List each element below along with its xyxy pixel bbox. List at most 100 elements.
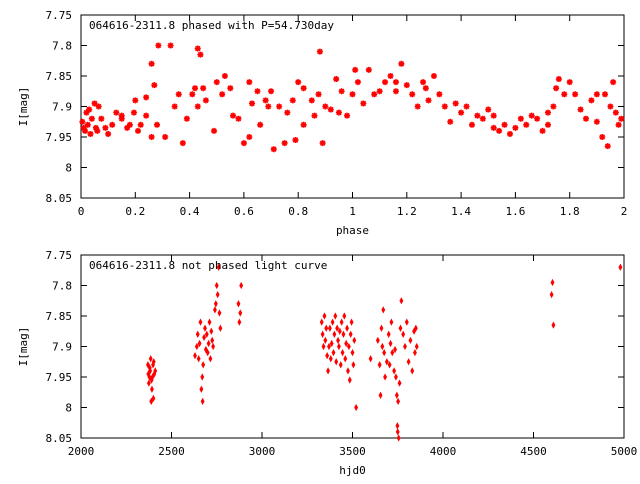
data-point: [395, 428, 400, 436]
data-point: [150, 385, 154, 393]
data-point: [268, 88, 275, 95]
data-point: [124, 124, 131, 131]
data-point: [458, 109, 465, 116]
data-point: [329, 339, 334, 348]
data-point: [321, 342, 326, 351]
data-point: [447, 118, 454, 125]
data-point: [404, 318, 409, 326]
data-point: [593, 91, 600, 98]
unphased-light-curve-panel: 2000 2500 3000 3500 4000 4500 5000 7.75 7.8 7.85 7…: [17, 249, 637, 477]
data-point: [539, 127, 546, 134]
data-point: [215, 291, 220, 299]
data-point: [403, 82, 410, 89]
data-point: [308, 97, 315, 104]
y-tick-label: 7.9: [52, 341, 72, 354]
data-point: [195, 330, 200, 338]
data-point: [88, 115, 95, 122]
data-point: [84, 121, 91, 128]
x-tick-label: 0.4: [180, 205, 200, 218]
data-point: [92, 124, 99, 131]
data-point: [393, 345, 397, 354]
data-point: [403, 342, 407, 351]
data-point: [86, 106, 93, 113]
data-point: [204, 330, 209, 338]
x-axis-label: phase: [336, 224, 369, 237]
data-point: [422, 85, 429, 92]
data-point: [496, 127, 503, 134]
data-point: [213, 79, 220, 86]
y-axis-label: I[mag]: [17, 327, 30, 367]
data-point: [523, 121, 530, 128]
data-point: [365, 66, 372, 73]
data-point: [601, 91, 608, 98]
data-point: [528, 112, 535, 119]
x-tick-label: 1.2: [397, 205, 417, 218]
y-tick-label: 8: [65, 162, 72, 175]
data-point: [183, 115, 190, 122]
data-point: [118, 115, 125, 122]
x-tick-label: 0.8: [288, 205, 308, 218]
data-point: [155, 42, 162, 49]
data-point: [550, 103, 557, 110]
data-point: [200, 373, 205, 381]
data-point: [322, 103, 329, 110]
data-point: [351, 361, 356, 369]
data-point: [401, 330, 406, 338]
data-point: [610, 79, 617, 86]
data-point: [217, 309, 222, 317]
data-point: [87, 130, 94, 137]
data-point: [327, 342, 331, 351]
data-point: [82, 127, 89, 134]
data-point: [413, 348, 417, 357]
data-point: [276, 103, 283, 110]
data-point: [328, 355, 333, 363]
y-tick-label: 7.95: [46, 131, 73, 144]
data-point: [343, 355, 348, 363]
data-point: [239, 281, 244, 290]
data-point: [216, 263, 221, 271]
data-point: [240, 140, 247, 147]
data-point: [338, 88, 345, 95]
data-point: [452, 100, 459, 107]
data-point: [118, 112, 125, 119]
data-point: [80, 124, 87, 131]
data-point: [325, 352, 330, 360]
data-point: [490, 112, 497, 119]
data-point: [211, 342, 216, 351]
data-point: [196, 355, 201, 363]
data-point: [354, 403, 359, 412]
data-point: [396, 434, 401, 442]
data-point: [126, 121, 133, 128]
data-point: [143, 94, 150, 101]
data-point: [194, 103, 201, 110]
data-point: [236, 300, 241, 308]
data-point: [599, 134, 606, 140]
x-tick-label: 1.6: [505, 205, 525, 218]
data-point: [394, 391, 399, 399]
data-point: [315, 91, 322, 98]
data-point: [387, 73, 394, 79]
data-point: [206, 339, 211, 348]
data-point: [410, 367, 415, 375]
data-point: [375, 336, 380, 345]
data-point: [501, 121, 508, 128]
data-point: [202, 333, 207, 341]
data-point: [517, 115, 524, 122]
data-point: [79, 118, 86, 125]
y-tick-label: 7.8: [52, 280, 72, 293]
data-point: [607, 103, 614, 110]
data-point: [281, 140, 288, 147]
data-point: [98, 115, 105, 122]
data-point: [336, 336, 340, 345]
data-point: [479, 115, 486, 122]
data-point: [83, 109, 90, 116]
y-tick-label: 7.95: [46, 371, 73, 384]
data-point: [171, 103, 178, 110]
data-point: [588, 97, 595, 104]
data-point: [582, 115, 589, 122]
data-point: [506, 130, 513, 137]
x-tick-label: 5000: [611, 445, 638, 458]
data-point: [335, 109, 342, 116]
data-point: [249, 100, 256, 107]
